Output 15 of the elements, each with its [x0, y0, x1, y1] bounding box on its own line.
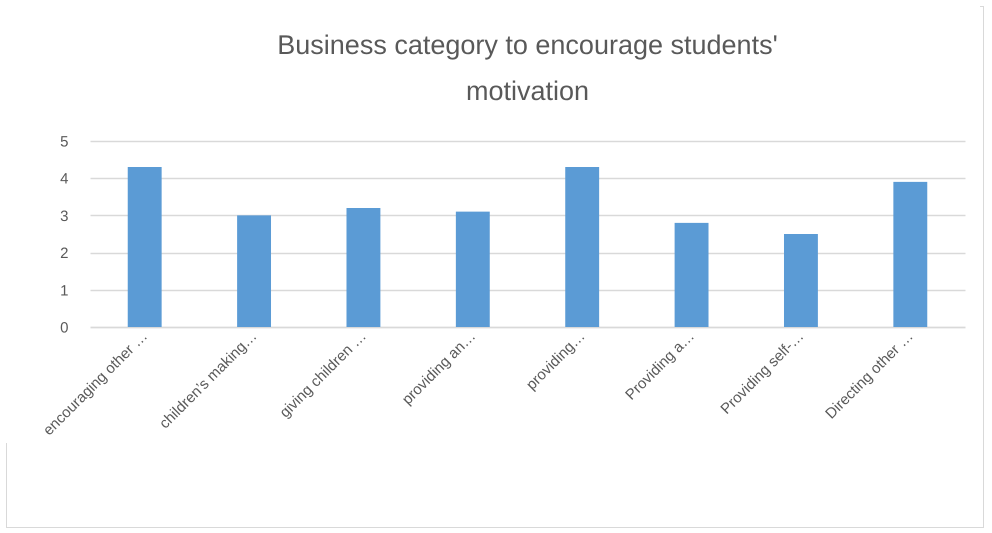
- bar: [346, 208, 380, 327]
- bar: [674, 222, 709, 327]
- chart-title: Business category to encourage students' motivation: [277, 30, 778, 106]
- y-tick-label: 4: [60, 170, 68, 188]
- bar: [893, 182, 928, 327]
- bar: [456, 212, 490, 327]
- bar: [784, 234, 818, 327]
- bar: [565, 167, 600, 327]
- y-tick-label: 1: [60, 282, 68, 300]
- bar: [128, 167, 162, 327]
- bar: [237, 215, 272, 327]
- y-tick-label: 2: [60, 245, 68, 262]
- y-tick-label: 5: [60, 134, 68, 150]
- y-tick-label: 3: [60, 208, 68, 225]
- y-tick-label: 0: [60, 320, 68, 336]
